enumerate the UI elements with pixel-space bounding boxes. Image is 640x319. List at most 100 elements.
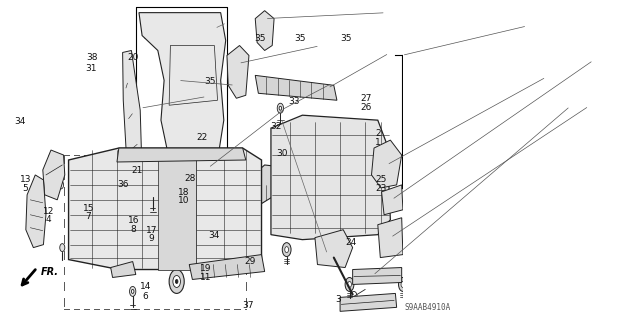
Polygon shape bbox=[189, 255, 265, 279]
Polygon shape bbox=[371, 140, 402, 188]
Text: 33: 33 bbox=[289, 97, 300, 106]
Text: 35: 35 bbox=[294, 34, 306, 43]
Circle shape bbox=[169, 270, 184, 293]
Text: 29: 29 bbox=[244, 257, 256, 266]
Circle shape bbox=[31, 184, 36, 192]
Circle shape bbox=[49, 154, 54, 162]
Circle shape bbox=[212, 152, 216, 158]
Polygon shape bbox=[142, 21, 214, 39]
Circle shape bbox=[175, 279, 178, 284]
Circle shape bbox=[285, 247, 289, 253]
Polygon shape bbox=[111, 262, 136, 278]
Text: 5: 5 bbox=[23, 184, 29, 193]
Circle shape bbox=[387, 245, 391, 251]
Text: 38: 38 bbox=[86, 53, 98, 62]
Polygon shape bbox=[224, 165, 314, 225]
Text: 11: 11 bbox=[200, 272, 212, 281]
Circle shape bbox=[465, 278, 474, 292]
Polygon shape bbox=[378, 218, 403, 257]
Circle shape bbox=[282, 243, 291, 256]
Text: 15: 15 bbox=[83, 204, 94, 212]
Polygon shape bbox=[26, 175, 46, 248]
Circle shape bbox=[150, 152, 154, 158]
Circle shape bbox=[300, 211, 305, 219]
Circle shape bbox=[191, 92, 200, 108]
Text: 19: 19 bbox=[200, 264, 212, 273]
Text: 31: 31 bbox=[86, 64, 97, 73]
Polygon shape bbox=[315, 230, 353, 268]
Polygon shape bbox=[255, 75, 337, 100]
Text: 32: 32 bbox=[271, 122, 282, 131]
Polygon shape bbox=[227, 46, 249, 98]
Text: 12: 12 bbox=[42, 207, 54, 216]
Polygon shape bbox=[43, 150, 65, 200]
Text: 16: 16 bbox=[128, 216, 139, 225]
Text: 22: 22 bbox=[196, 133, 207, 142]
Text: 30: 30 bbox=[276, 149, 288, 158]
Polygon shape bbox=[271, 115, 390, 240]
Text: 9: 9 bbox=[148, 234, 154, 243]
Text: 7: 7 bbox=[86, 212, 92, 221]
Circle shape bbox=[299, 144, 306, 156]
Circle shape bbox=[237, 84, 242, 92]
Circle shape bbox=[401, 281, 405, 287]
Polygon shape bbox=[139, 13, 226, 180]
Text: S9AAB4910A: S9AAB4910A bbox=[405, 303, 451, 312]
Text: 8: 8 bbox=[131, 225, 136, 234]
Circle shape bbox=[173, 276, 180, 287]
Circle shape bbox=[58, 181, 63, 189]
Polygon shape bbox=[381, 185, 403, 215]
Text: 35: 35 bbox=[204, 77, 216, 86]
Text: 37: 37 bbox=[243, 301, 254, 310]
Circle shape bbox=[330, 252, 336, 262]
Text: 4: 4 bbox=[45, 215, 51, 224]
Polygon shape bbox=[158, 148, 196, 270]
Text: 34: 34 bbox=[14, 117, 26, 126]
Circle shape bbox=[236, 56, 241, 64]
Circle shape bbox=[380, 174, 385, 182]
Text: FR.: FR. bbox=[41, 266, 59, 277]
Circle shape bbox=[150, 187, 156, 197]
Text: 34: 34 bbox=[208, 231, 220, 240]
Circle shape bbox=[383, 153, 389, 163]
Circle shape bbox=[60, 244, 65, 252]
Circle shape bbox=[129, 286, 136, 296]
Text: 10: 10 bbox=[178, 196, 189, 205]
Circle shape bbox=[168, 152, 172, 158]
Text: 25: 25 bbox=[375, 175, 387, 184]
Text: 13: 13 bbox=[20, 175, 31, 184]
Circle shape bbox=[345, 278, 354, 292]
Circle shape bbox=[263, 40, 266, 46]
Circle shape bbox=[324, 190, 331, 200]
Text: 14: 14 bbox=[140, 282, 151, 291]
Circle shape bbox=[329, 241, 336, 254]
Circle shape bbox=[399, 278, 407, 292]
Circle shape bbox=[175, 123, 184, 137]
Text: 21: 21 bbox=[132, 166, 143, 175]
Text: 35: 35 bbox=[340, 34, 351, 43]
Text: 6: 6 bbox=[143, 292, 148, 300]
Text: 26: 26 bbox=[360, 103, 372, 112]
Text: 17: 17 bbox=[146, 226, 157, 235]
Circle shape bbox=[277, 103, 284, 113]
Circle shape bbox=[194, 152, 197, 158]
Text: 23: 23 bbox=[375, 184, 387, 193]
Circle shape bbox=[467, 281, 471, 287]
Circle shape bbox=[231, 152, 235, 158]
Circle shape bbox=[279, 106, 282, 110]
Circle shape bbox=[201, 164, 209, 176]
Circle shape bbox=[131, 152, 134, 158]
Text: 36: 36 bbox=[118, 181, 129, 189]
Text: 35: 35 bbox=[254, 34, 266, 43]
Text: 24: 24 bbox=[345, 238, 356, 247]
Polygon shape bbox=[123, 50, 142, 180]
Circle shape bbox=[387, 231, 394, 243]
Polygon shape bbox=[255, 11, 274, 50]
Circle shape bbox=[351, 292, 357, 301]
Polygon shape bbox=[353, 268, 402, 285]
Circle shape bbox=[262, 22, 267, 30]
Text: 18: 18 bbox=[178, 188, 189, 197]
Text: 3: 3 bbox=[336, 295, 342, 304]
Circle shape bbox=[355, 144, 363, 156]
Text: 2: 2 bbox=[375, 129, 381, 138]
